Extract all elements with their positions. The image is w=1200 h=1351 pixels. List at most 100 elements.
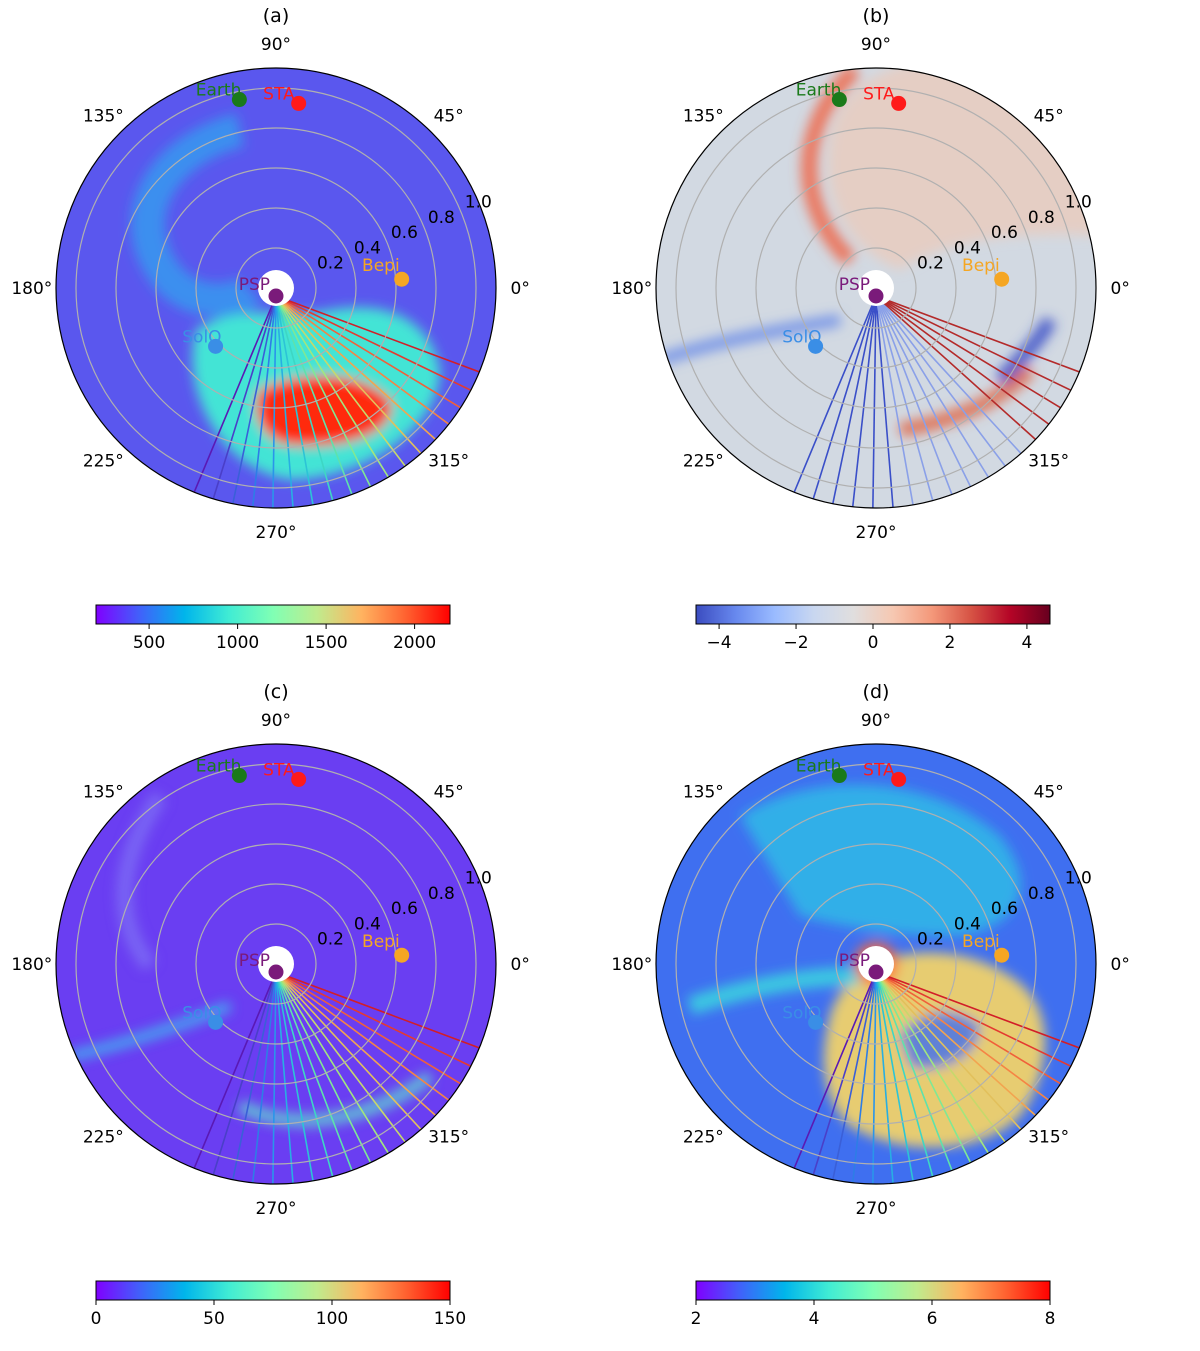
grid-circle [795, 207, 957, 369]
polar-frame [655, 67, 1097, 509]
theta-tick-label: 90° [861, 35, 891, 55]
spacecraft-label: PSP [239, 951, 270, 971]
ray-line [275, 971, 299, 1184]
spacecraft-marker [831, 92, 847, 108]
spacecraft-label: Bepi [362, 932, 400, 952]
theta-tick-label: 0° [511, 279, 530, 299]
spacecraft-marker [208, 338, 224, 354]
theta-tick-label: 225° [83, 452, 124, 472]
r-tick-label: 0.8 [1028, 208, 1055, 228]
colorbar-tick-label: 0 [91, 1309, 102, 1329]
spacecraft-label: Earth [196, 81, 242, 101]
grid-circle [235, 247, 317, 329]
ray-line [875, 971, 925, 1184]
r-tick-label: 0.8 [428, 884, 455, 904]
theta-tick-label: 0° [511, 955, 530, 975]
colorbar-tick-label: 2 [945, 633, 956, 653]
grid-circle [835, 923, 917, 1005]
theta-tick-label: 315° [428, 1128, 469, 1148]
inner-boundary [858, 946, 894, 982]
grid-circle [195, 883, 357, 1045]
spacecraft-marker [268, 964, 284, 980]
ray-line [845, 971, 877, 1184]
polar-frame [55, 67, 497, 509]
theta-tick-label: 270° [856, 1199, 897, 1219]
theta-tick-label: 270° [256, 1199, 297, 1219]
polar-field [656, 744, 1096, 1184]
r-tick-label: 0.4 [954, 238, 981, 258]
theta-tick-label: 315° [1028, 452, 1069, 472]
chart-svg: (a) 0° 45° 90° 135° 180° 225° 270° 315° 0.2 0.4 0.6… [11, 5, 530, 653]
spacecraft-label: PSP [839, 275, 870, 295]
theta-tick-label: 0° [1111, 955, 1130, 975]
inner-boundary [858, 270, 894, 306]
theta-tick-label: 315° [1028, 1128, 1069, 1148]
colorbar-tick-label: 50 [203, 1309, 225, 1329]
grid-circle [115, 803, 437, 1125]
panel-c: (c) 0° 45° 90° 135° 180° 225° 270° 315° 0.2 0.4 0.6… [0, 676, 600, 1351]
spacecraft-label: Bepi [962, 932, 1000, 952]
r-tick-label: 0.2 [317, 254, 344, 274]
theta-tick-label: 90° [261, 35, 291, 55]
theta-tick-label: 45° [1034, 782, 1064, 802]
ray-line [819, 295, 877, 508]
ray-line [875, 971, 950, 1184]
polar-grid [675, 763, 1077, 1165]
colorbar-tick-label: 2000 [393, 633, 436, 653]
ray-line [275, 971, 350, 1184]
ray-line [875, 971, 899, 1184]
ray-line [271, 295, 277, 508]
spacecraft-marker [994, 271, 1010, 287]
spacecraft-marker [291, 95, 307, 111]
theta-tick-label: 270° [856, 523, 897, 543]
spacecraft-marker [831, 768, 847, 784]
grid-circle [675, 763, 1077, 1165]
chart-svg: (c) 0° 45° 90° 135° 180° 225° 270° 315° 0.2 0.4 0.6… [11, 681, 530, 1329]
theta-tick-label: 45° [1034, 106, 1064, 126]
ray-line [819, 971, 877, 1184]
r-tick-label: 1.0 [1065, 868, 1092, 888]
colorbar [695, 604, 1051, 625]
r-tick-label: 1.0 [465, 868, 492, 888]
polar-field [56, 744, 496, 1184]
ray-line [275, 295, 375, 508]
ray-line [194, 295, 277, 508]
spacecraft-marker [891, 95, 907, 111]
theta-tick-label: 180° [611, 955, 652, 975]
grid-circle [835, 247, 917, 329]
ray-line [794, 295, 877, 508]
spacecraft-marker [291, 771, 307, 787]
theta-tick-label: 225° [683, 1128, 724, 1148]
ray-line [875, 971, 975, 1184]
spacecraft-label: Bepi [362, 256, 400, 276]
spacecraft-label: Bepi [962, 256, 1000, 276]
spacecraft-label: SolO [782, 327, 821, 347]
grid-circle [195, 207, 357, 369]
r-tick-label: 1.0 [1065, 192, 1092, 212]
panel-title: (a) [263, 5, 289, 27]
spacecraft-marker [994, 947, 1010, 963]
theta-tick-label: 180° [11, 955, 52, 975]
ray-line [275, 971, 375, 1184]
r-tick-label: 0.8 [428, 208, 455, 228]
panel-title: (b) [863, 5, 890, 27]
spacecraft-label: STA [263, 84, 295, 104]
theta-tick-label: 90° [861, 711, 891, 731]
spacecraft-label: Earth [796, 757, 842, 777]
spacecraft-label: STA [863, 84, 895, 104]
colorbar-tick-label: 100 [316, 1309, 348, 1329]
r-tick-label: 0.6 [391, 223, 418, 243]
r-tick-label: 0.4 [954, 914, 981, 934]
spacecraft-label: SolO [782, 1003, 821, 1023]
r-tick-label: 0.6 [991, 223, 1018, 243]
panel-d: (d) 0° 45° 90° 135° 180° 225° 270° 315° 0.2 0.4 0.6… [600, 676, 1200, 1351]
inner-boundary [258, 270, 294, 306]
inner-boundary [258, 946, 294, 982]
grid-circle [235, 923, 317, 1005]
r-tick-label: 0.2 [917, 254, 944, 274]
spacecraft-label: Earth [796, 81, 842, 101]
spacecraft-marker [868, 288, 884, 304]
r-tick-label: 0.8 [1028, 884, 1055, 904]
theta-tick-label: 180° [11, 279, 52, 299]
spacecraft-marker [231, 768, 247, 784]
